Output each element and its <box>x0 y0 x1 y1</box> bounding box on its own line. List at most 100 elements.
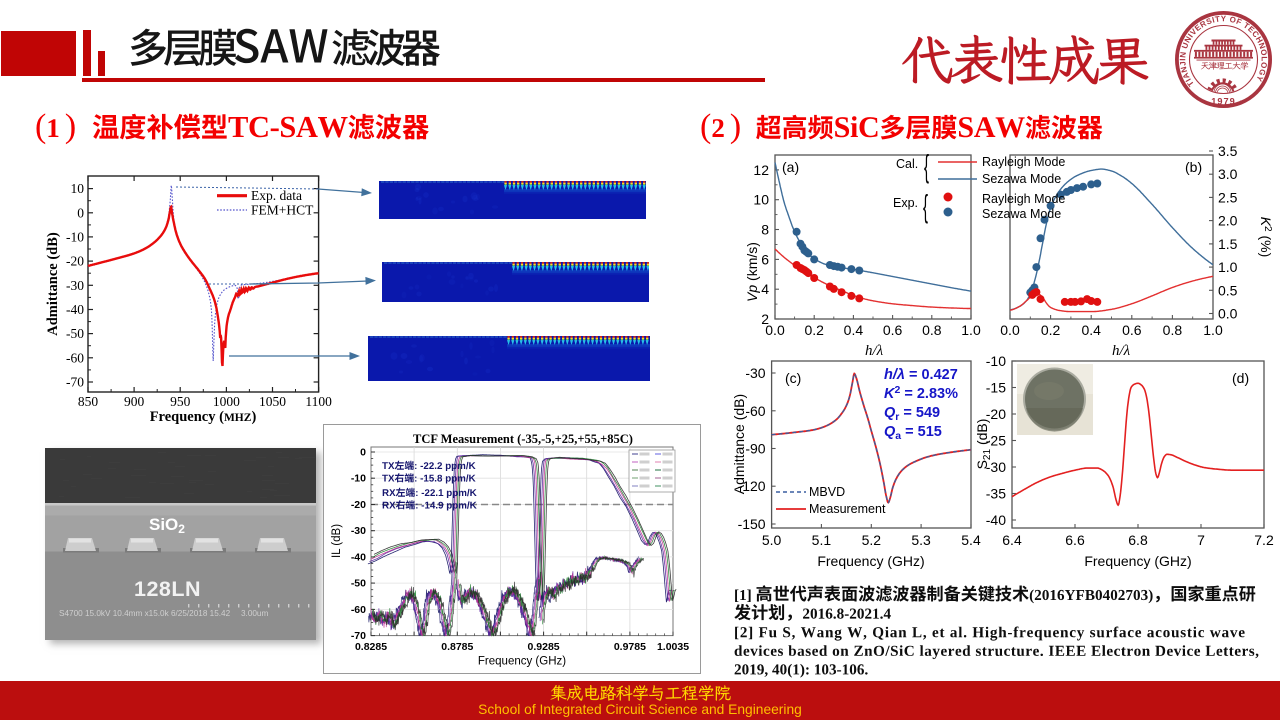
svg-text:0.4: 0.4 <box>1081 322 1101 338</box>
svg-text:0.0: 0.0 <box>1218 306 1238 322</box>
svg-text:· 1979 ·: · 1979 · <box>1204 96 1244 106</box>
svg-text:{: { <box>923 190 928 224</box>
svg-text:5.1: 5.1 <box>812 532 832 548</box>
svg-text:Frequency (GHz): Frequency (GHz) <box>478 656 566 668</box>
svg-text:-40: -40 <box>351 551 366 563</box>
svg-text:Exp.: Exp. <box>893 196 918 210</box>
svg-text:8: 8 <box>761 222 769 238</box>
svg-text:1050: 1050 <box>259 394 286 409</box>
svg-text:900: 900 <box>124 394 145 409</box>
svg-text:TCF Measurement (-35,-5,+25,+5: TCF Measurement (-35,-5,+25,+55,+85C) <box>413 432 633 446</box>
svg-text:6.4: 6.4 <box>1002 532 1022 548</box>
svg-text:0.0: 0.0 <box>1000 322 1020 338</box>
svg-text:0.9285: 0.9285 <box>528 641 560 653</box>
svg-text:-20: -20 <box>986 406 1006 422</box>
svg-text:-10: -10 <box>351 473 366 485</box>
svg-text:1.0: 1.0 <box>1203 322 1223 338</box>
svg-text:-20: -20 <box>351 499 366 511</box>
svg-text:6.8: 6.8 <box>1128 532 1148 548</box>
svg-text:MBVD: MBVD <box>809 485 845 499</box>
svg-text:S4700 15.0kV 10.4mm x15.0k 6/2: S4700 15.0kV 10.4mm x15.0k 6/25/2018 15.… <box>59 609 231 618</box>
svg-text:(a): (a) <box>782 159 799 175</box>
svg-text:(d): (d) <box>1232 370 1249 386</box>
svg-text:-15: -15 <box>986 380 1006 396</box>
svg-text:6: 6 <box>761 251 769 267</box>
svg-text:0.4: 0.4 <box>844 322 864 338</box>
svg-text:Sezawa Mode: Sezawa Mode <box>982 207 1061 221</box>
svg-text:h/λ = 0.427: h/λ = 0.427 <box>884 367 958 383</box>
svg-text:4: 4 <box>761 281 769 297</box>
svg-text:5.2: 5.2 <box>862 532 882 548</box>
svg-text:-40: -40 <box>66 302 84 317</box>
svg-text:-90: -90 <box>745 441 765 457</box>
svg-text:1.5: 1.5 <box>1218 236 1238 252</box>
svg-text:0.0: 0.0 <box>765 322 785 338</box>
svg-text:IL (dB): IL (dB) <box>331 524 343 558</box>
svg-text:-50: -50 <box>351 578 366 590</box>
svg-text:-40: -40 <box>986 512 1006 528</box>
svg-text:-50: -50 <box>66 326 84 341</box>
svg-text:K2 = 2.83%: K2 = 2.83% <box>884 384 958 402</box>
svg-text:-30: -30 <box>745 365 765 381</box>
svg-text:950: 950 <box>170 394 191 409</box>
svg-text:-120: -120 <box>738 478 766 494</box>
svg-text:1.0: 1.0 <box>1218 259 1238 275</box>
svg-text:1.0035: 1.0035 <box>657 641 689 653</box>
svg-text:0.6: 0.6 <box>1122 322 1142 338</box>
svg-text:3.0: 3.0 <box>1218 166 1238 182</box>
svg-text:(b): (b) <box>1185 159 1202 175</box>
svg-text:-35: -35 <box>986 486 1006 502</box>
svg-text:SiO2: SiO2 <box>149 515 185 536</box>
svg-text:Frequency (GHz): Frequency (GHz) <box>1084 553 1191 569</box>
svg-text:5.4: 5.4 <box>961 532 981 548</box>
svg-text:h/λ: h/λ <box>865 343 884 359</box>
svg-text:Sezawa Mode: Sezawa Mode <box>982 172 1061 186</box>
svg-text:0: 0 <box>77 205 84 220</box>
svg-text:0.9785: 0.9785 <box>614 641 646 653</box>
svg-text:0.8: 0.8 <box>1163 322 1183 338</box>
svg-text:-150: -150 <box>738 516 766 532</box>
svg-text:Frequency (GHz): Frequency (GHz) <box>817 553 924 569</box>
svg-text:-60: -60 <box>351 604 366 616</box>
svg-text:-30: -30 <box>66 278 84 293</box>
svg-text:5.3: 5.3 <box>911 532 931 548</box>
svg-text:h/λ: h/λ <box>1112 343 1131 359</box>
svg-text:Admittance (dB): Admittance (dB) <box>45 232 61 336</box>
svg-text:0.8: 0.8 <box>922 322 942 338</box>
svg-text:0: 0 <box>360 447 366 459</box>
svg-text:0.8285: 0.8285 <box>355 641 387 653</box>
svg-text:12: 12 <box>753 162 769 178</box>
svg-text:5.0: 5.0 <box>762 532 782 548</box>
svg-text:Frequency (MHZ): Frequency (MHZ) <box>150 409 257 425</box>
svg-text:0.8785: 0.8785 <box>441 641 473 653</box>
svg-text:7.2: 7.2 <box>1254 532 1274 548</box>
svg-text:6.6: 6.6 <box>1065 532 1085 548</box>
svg-text:10: 10 <box>71 181 85 196</box>
svg-text:Rayleigh Mode: Rayleigh Mode <box>982 155 1065 169</box>
svg-text:-10: -10 <box>66 229 84 244</box>
svg-text:0.2: 0.2 <box>1041 322 1061 338</box>
svg-text:850: 850 <box>78 394 99 409</box>
svg-text:-25: -25 <box>986 433 1006 449</box>
svg-text:2.5: 2.5 <box>1218 189 1238 205</box>
svg-text:Vp (km/s): Vp (km/s) <box>744 242 760 302</box>
svg-text:-20: -20 <box>66 254 84 269</box>
svg-text:FEM+HCT: FEM+HCT <box>251 203 314 218</box>
svg-text:Qa = 515: Qa = 515 <box>884 424 942 442</box>
svg-text:2.0: 2.0 <box>1218 213 1238 229</box>
svg-text:Rayleigh Mode: Rayleigh Mode <box>982 192 1065 206</box>
svg-text:0.2: 0.2 <box>804 322 824 338</box>
svg-text:Exp. data: Exp. data <box>251 188 302 203</box>
svg-text:-10: -10 <box>986 353 1006 369</box>
svg-text:10: 10 <box>753 192 769 208</box>
svg-text:2: 2 <box>761 311 769 327</box>
svg-text:7: 7 <box>1197 532 1205 548</box>
svg-text:-30: -30 <box>986 459 1006 475</box>
svg-text:-70: -70 <box>66 375 84 390</box>
svg-text:-60: -60 <box>66 350 84 365</box>
svg-text:128LN: 128LN <box>134 577 201 601</box>
svg-text:Measurement: Measurement <box>809 502 886 516</box>
svg-text:Qr = 549: Qr = 549 <box>884 405 940 423</box>
svg-text:0.6: 0.6 <box>883 322 903 338</box>
svg-text:1000: 1000 <box>213 394 240 409</box>
